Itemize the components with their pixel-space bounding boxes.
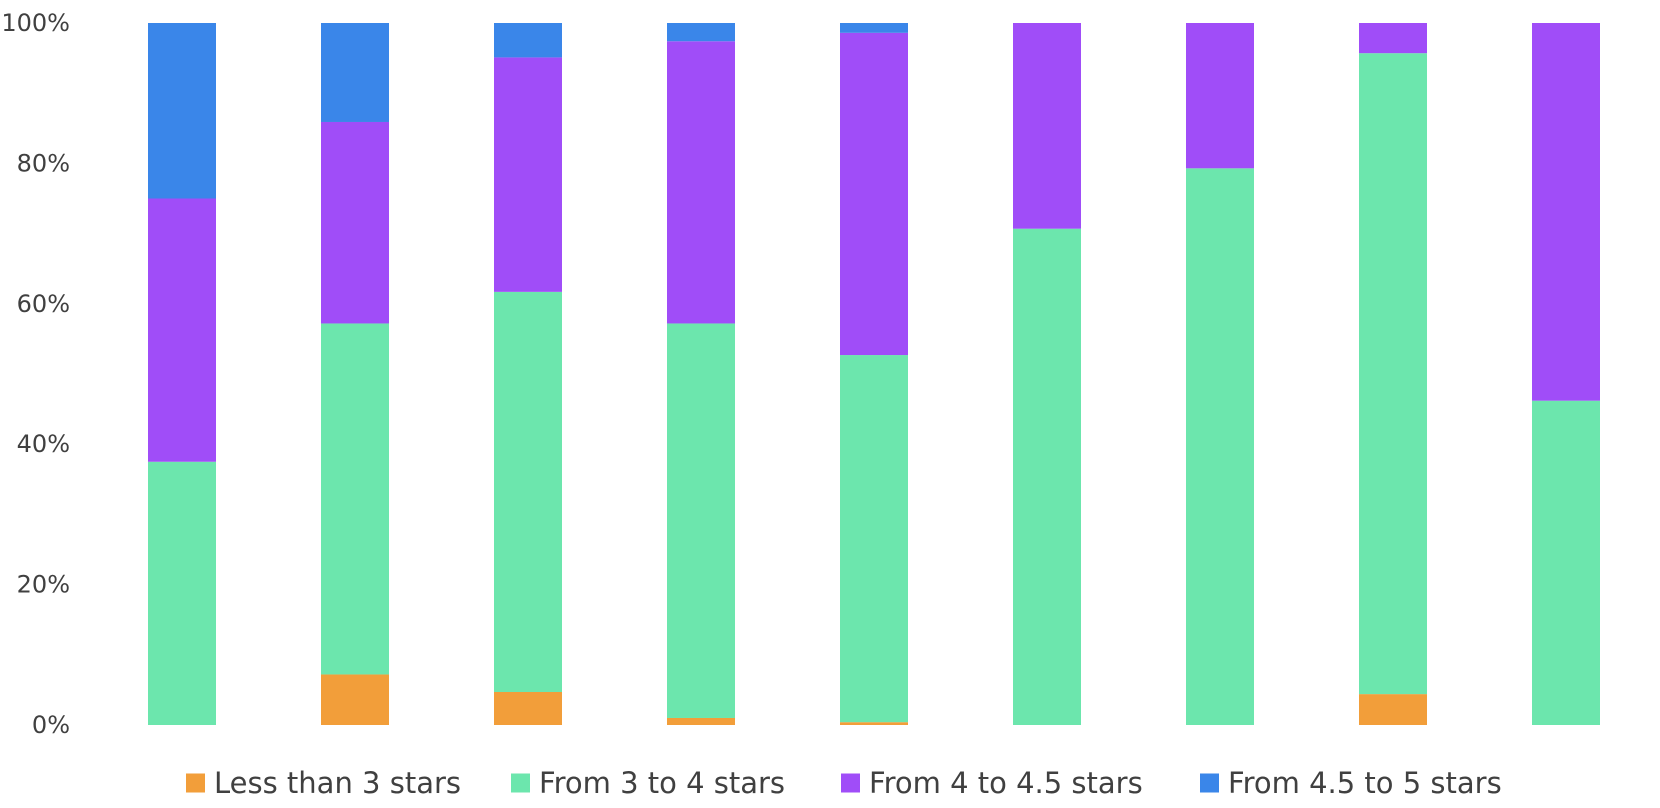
bar-segment-from-3-to-4-stars	[1013, 228, 1081, 725]
legend-swatch	[1200, 773, 1219, 793]
bar-segment-less-than-3-stars	[494, 692, 562, 725]
bar-segment-from-4-5-to-5-stars	[321, 23, 389, 122]
bar-group-2	[321, 23, 389, 725]
y-tick-label: 60%	[17, 290, 70, 318]
bar-segment-from-4-to-4-5-stars	[1013, 23, 1081, 229]
legend-item: Less than 3 stars	[186, 766, 461, 800]
bar-segment-from-3-to-4-stars	[1532, 400, 1600, 725]
bar-group-4	[667, 23, 735, 725]
bar-segment-from-3-to-4-stars	[494, 291, 562, 693]
y-tick-label: 100%	[1, 9, 70, 37]
bar-segment-less-than-3-stars	[321, 674, 389, 725]
bar-group-8	[1359, 23, 1427, 725]
bar-group-7	[1186, 23, 1254, 726]
bar-segment-from-4-to-4-5-stars	[1186, 23, 1254, 169]
bar-group-3	[494, 23, 562, 725]
bar-segment-from-3-to-4-stars	[321, 323, 389, 675]
bar-segment-from-4-5-to-5-stars	[494, 23, 562, 58]
y-tick-label: 80%	[17, 149, 70, 177]
bar-segment-from-3-to-4-stars	[1186, 168, 1254, 726]
bar-group-9	[1532, 23, 1600, 725]
bar-segment-from-4-to-4-5-stars	[494, 57, 562, 292]
legend-swatch	[186, 773, 205, 793]
legend-swatch	[841, 773, 860, 793]
legend-label: From 3 to 4 stars	[539, 766, 785, 800]
legend-label: From 4 to 4.5 stars	[869, 766, 1143, 800]
legend-item: From 4 to 4.5 stars	[841, 766, 1143, 800]
bar-group-1	[148, 23, 216, 725]
legend-label: Less than 3 stars	[214, 766, 461, 800]
bar-segment-from-4-5-to-5-stars	[148, 23, 216, 199]
legend-item: From 4.5 to 5 stars	[1200, 766, 1502, 800]
bar-segment-from-4-to-4-5-stars	[148, 198, 216, 462]
bar-segment-from-4-to-4-5-stars	[321, 121, 389, 324]
bar-area	[148, 23, 1600, 726]
bar-segment-less-than-3-stars	[667, 717, 735, 725]
y-tick-label: 20%	[17, 571, 70, 599]
legend: Less than 3 stars From 3 to 4 stars From 4…	[186, 766, 1502, 800]
y-axis: 0% 20% 40% 60% 80% 100%	[1, 9, 70, 739]
bar-segment-from-4-5-to-5-stars	[667, 23, 735, 42]
bar-segment-from-4-to-4-5-stars	[1359, 23, 1427, 54]
bar-segment-from-3-to-4-stars	[840, 355, 908, 723]
bar-segment-from-3-to-4-stars	[667, 323, 735, 718]
bar-segment-from-4-to-4-5-stars	[667, 41, 735, 324]
legend-swatch	[511, 773, 530, 793]
legend-item: From 3 to 4 stars	[511, 766, 785, 800]
bar-group-6	[1013, 23, 1081, 725]
bar-segment-from-4-5-to-5-stars	[840, 23, 908, 33]
bar-group-5	[840, 23, 908, 725]
legend-label: From 4.5 to 5 stars	[1228, 766, 1502, 800]
y-tick-label: 40%	[17, 430, 70, 458]
bar-segment-from-4-to-4-5-stars	[1532, 23, 1600, 401]
y-tick-label: 0%	[32, 711, 70, 739]
bar-segment-from-3-to-4-stars	[1359, 53, 1427, 695]
bar-segment-from-4-to-4-5-stars	[840, 32, 908, 356]
bar-segment-less-than-3-stars	[840, 722, 908, 725]
bar-segment-less-than-3-stars	[1359, 694, 1427, 725]
bar-segment-from-3-to-4-stars	[148, 461, 216, 725]
